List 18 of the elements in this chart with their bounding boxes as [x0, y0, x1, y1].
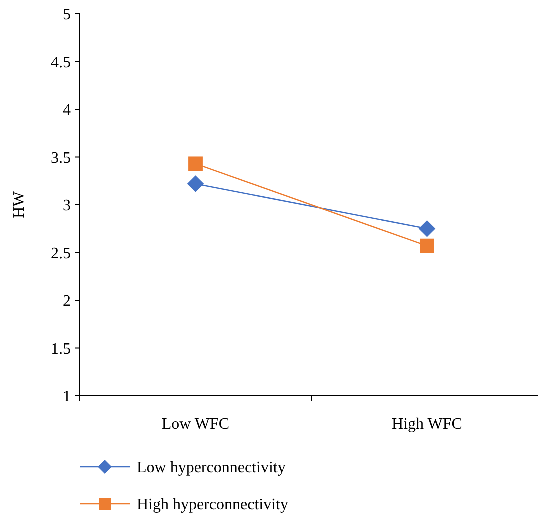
legend-label: Low hyperconnectivity — [137, 460, 286, 477]
point — [187, 176, 204, 192]
x-tick-label: High WFC — [392, 416, 462, 433]
x-tick-label: Low WFC — [162, 416, 230, 433]
y-tick-label: 1.5 — [51, 340, 71, 358]
point — [418, 220, 436, 238]
y-tick-label: 4.5 — [51, 54, 71, 72]
legend-label: High hyperconnectivity — [137, 496, 289, 514]
point — [420, 238, 434, 254]
y-axis-title: HW — [11, 190, 28, 218]
point — [188, 156, 203, 172]
y-tick-label: 1 — [63, 388, 71, 406]
y-tick-label: 3 — [63, 198, 71, 215]
y-tick-label: 2.5 — [51, 245, 71, 262]
y-tick-label: 3.5 — [51, 150, 71, 167]
y-tick-label: 4 — [63, 102, 71, 120]
y-tick-label: 5 — [63, 6, 71, 24]
y-tick-label: 2 — [63, 293, 71, 310]
